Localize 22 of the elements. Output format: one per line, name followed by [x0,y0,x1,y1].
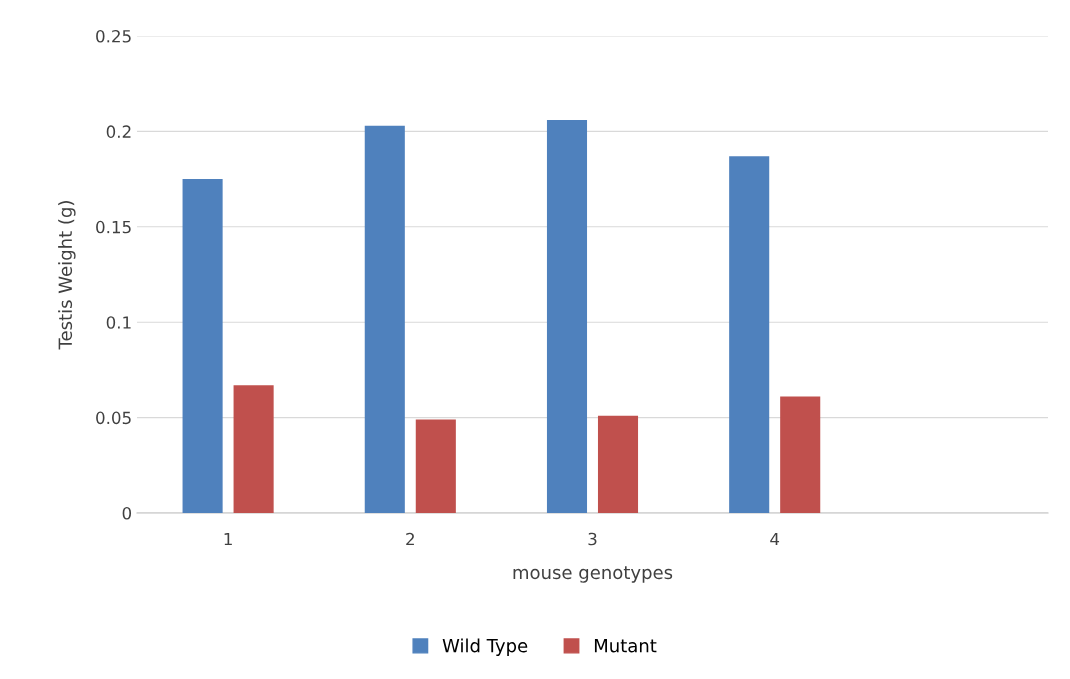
x-tick-label: 4 [770,532,780,546]
x-tick-label: 1 [224,532,232,546]
bar [233,385,274,513]
y-tick-label: 0.05 [96,411,131,425]
y-axis-title: Testis Weight (g) [58,201,76,350]
bar [364,125,405,513]
bar [780,396,821,513]
legend-label: Wild Type [442,638,528,656]
y-tick-label: 0.1 [106,316,131,329]
bar [415,419,456,513]
y-tick-label: 0.25 [96,29,131,43]
y-tick-label: 0.2 [106,125,131,138]
y-tick-label: 0.15 [96,220,131,234]
bar [597,415,639,513]
bar [182,179,223,513]
bar [729,156,770,513]
y-tick-label: 0 [122,506,132,520]
bar [546,119,588,513]
legend-label: Mutant [594,639,657,653]
x-tick-label: 3 [588,532,597,546]
x-tick-label: 2 [406,532,414,546]
x-axis-title: mouse genotypes [513,566,673,583]
